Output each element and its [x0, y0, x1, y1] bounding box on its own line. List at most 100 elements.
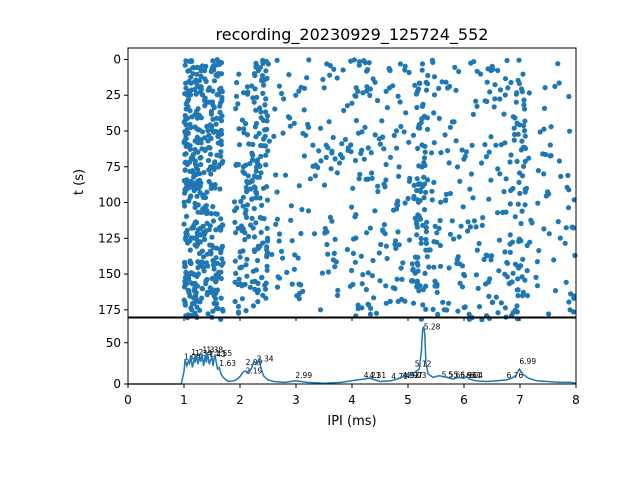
raster-point — [474, 68, 480, 74]
raster-point — [264, 197, 271, 203]
raster-point — [261, 136, 267, 142]
raster-point — [365, 145, 371, 151]
raster-point — [367, 86, 373, 92]
raster-point — [423, 283, 429, 289]
raster-point — [210, 102, 216, 108]
raster-point — [210, 88, 216, 94]
histogram-peak-label: 6.04 — [466, 371, 483, 380]
raster-point — [567, 307, 573, 313]
raster-point — [243, 214, 250, 220]
raster-point — [570, 225, 577, 231]
raster-point — [236, 71, 242, 77]
raster-point — [392, 286, 398, 292]
raster-point — [533, 274, 539, 280]
raster-point — [334, 292, 341, 298]
raster-point — [200, 264, 206, 270]
raster-point — [253, 267, 259, 273]
raster-point — [198, 73, 204, 80]
raster-point — [181, 221, 187, 227]
raster-point — [187, 159, 193, 165]
raster-point — [373, 310, 380, 316]
raster-point — [233, 106, 239, 112]
raster-point — [447, 124, 453, 130]
raster-point — [324, 241, 330, 248]
histogram-peak-label: 6.1 — [470, 371, 482, 380]
raster-point — [416, 163, 422, 169]
raster-point — [541, 105, 548, 111]
raster-point — [425, 177, 431, 183]
raster-point — [431, 110, 437, 116]
raster-point — [507, 201, 513, 207]
raster-point — [558, 173, 564, 179]
raster-point — [423, 189, 429, 195]
raster-point — [235, 101, 241, 107]
raster-point — [233, 270, 239, 276]
raster-point — [459, 263, 466, 269]
raster-point — [366, 302, 372, 308]
raster-point — [455, 254, 461, 260]
raster-point — [387, 298, 393, 304]
raster-point — [322, 225, 328, 232]
raster-point — [306, 57, 312, 63]
raster-point — [492, 82, 498, 88]
raster-point — [332, 264, 338, 270]
raster-point — [400, 260, 406, 266]
raster-point — [542, 85, 548, 91]
raster-point — [496, 268, 502, 274]
raster-point — [507, 241, 513, 247]
raster-point — [334, 170, 340, 176]
raster-point — [240, 169, 246, 175]
raster-point — [423, 229, 429, 235]
raster-point — [245, 89, 251, 95]
raster-point — [289, 238, 295, 244]
raster-point — [541, 126, 547, 132]
raster-point — [185, 104, 191, 110]
raster-point — [406, 139, 412, 145]
raster-point — [514, 303, 520, 309]
histogram-peak-label: 4.78 — [391, 372, 408, 381]
histogram-peak-label: 1.63 — [219, 359, 236, 368]
raster-point — [522, 118, 528, 124]
scatter-points — [181, 57, 578, 323]
raster-point — [187, 238, 193, 244]
raster-point — [218, 216, 224, 222]
raster-point — [449, 119, 455, 125]
raster-point — [316, 148, 322, 154]
histogram-y-tick-label: 50 — [106, 336, 121, 350]
raster-point — [526, 155, 532, 161]
histogram-peak-label: 1.38 — [206, 346, 223, 355]
raster-point — [194, 230, 200, 236]
raster-point — [264, 247, 270, 253]
raster-point — [202, 76, 208, 82]
raster-point — [359, 129, 365, 135]
raster-point — [190, 235, 197, 241]
raster-point — [424, 126, 431, 132]
raster-point — [353, 117, 359, 124]
raster-point — [237, 265, 243, 271]
raster-point — [503, 209, 509, 215]
raster-point — [195, 106, 201, 112]
raster-point — [340, 67, 346, 73]
raster-point — [510, 185, 516, 192]
raster-point — [471, 218, 477, 224]
raster-point — [215, 306, 221, 312]
raster-point — [236, 276, 242, 282]
raster-point — [296, 183, 302, 189]
raster-y-tick-label: 50 — [106, 124, 121, 138]
raster-point — [364, 68, 370, 74]
raster-point — [465, 228, 471, 234]
raster-point — [193, 91, 199, 97]
raster-point — [291, 266, 297, 272]
raster-point — [299, 206, 305, 213]
raster-point — [510, 310, 516, 316]
raster-point — [446, 265, 452, 271]
raster-point — [455, 308, 461, 314]
raster-point — [430, 59, 436, 65]
raster-point — [495, 67, 501, 74]
raster-point — [406, 178, 412, 184]
histogram-y-ticks: 0 50 — [106, 336, 128, 391]
raster-point — [415, 268, 421, 274]
histogram-peak-label: 1.09 — [184, 352, 201, 361]
raster-point — [253, 107, 259, 113]
raster-point — [248, 186, 254, 192]
